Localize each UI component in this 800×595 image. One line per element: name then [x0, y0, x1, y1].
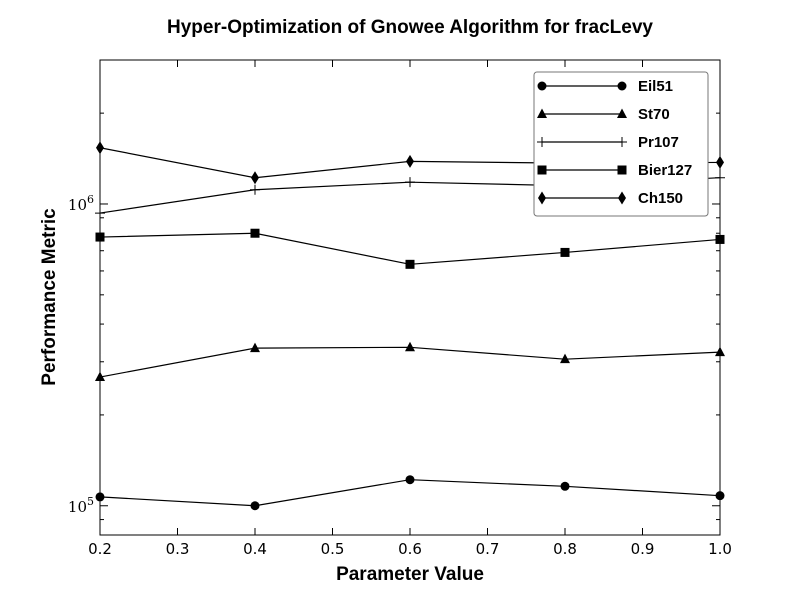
- data-point-pr107: [715, 172, 725, 183]
- x-tick-label: 0.3: [166, 540, 190, 558]
- data-point-eil51: [560, 481, 570, 491]
- data-point-ch150: [406, 154, 414, 168]
- data-point-ch150: [96, 141, 104, 155]
- data-point-st70: [560, 353, 570, 364]
- legend-entry-eil51: Eil51: [537, 78, 673, 95]
- legend-frame: [533, 71, 709, 217]
- legend-label-st70: St70: [638, 106, 670, 123]
- y-axis-label: Performance Metric: [39, 208, 60, 386]
- legend-marker-eil51: [617, 81, 627, 91]
- legend-marker-eil51: [537, 81, 547, 91]
- x-tick-label: 0.4: [243, 540, 267, 558]
- legend-entry-bier127: Bier127: [537, 162, 692, 179]
- data-point-bier127: [405, 259, 415, 269]
- legend-marker-pr107: [537, 137, 547, 147]
- data-point-bier127: [250, 228, 260, 238]
- legend: Eil51 St70 Pr107 Bier127 Ch150: [533, 71, 709, 217]
- legend-entry-st70: St70: [537, 106, 670, 123]
- data-point-st70: [405, 341, 415, 352]
- data-point-bier127: [95, 232, 105, 242]
- legend-entry-ch150: Ch150: [538, 190, 683, 207]
- x-tick-label: 0.7: [476, 540, 500, 558]
- x-tick-label: 1.0: [708, 540, 732, 558]
- data-point-eil51: [250, 501, 260, 511]
- data-point-bier127: [715, 234, 725, 244]
- legend-marker-st70: [617, 108, 627, 118]
- data-point-st70: [715, 346, 725, 357]
- data-point-bier127: [560, 247, 570, 257]
- x-tick-label: 0.2: [88, 540, 112, 558]
- legend-label-bier127: Bier127: [638, 162, 692, 179]
- x-tick-label: 0.9: [631, 540, 655, 558]
- legend-label-ch150: Ch150: [638, 190, 683, 207]
- x-axis-label: Parameter Value: [336, 564, 484, 585]
- data-point-eil51: [715, 491, 725, 501]
- series-bier127: [95, 228, 725, 269]
- data-point-ch150: [251, 171, 259, 185]
- legend-label-eil51: Eil51: [638, 78, 673, 95]
- data-point-st70: [250, 342, 260, 353]
- legend-marker-bier127: [617, 165, 627, 175]
- legend-marker-ch150: [618, 191, 626, 205]
- data-point-pr107: [250, 184, 260, 195]
- data-point-pr107: [95, 208, 105, 219]
- legend-marker-ch150: [538, 191, 546, 205]
- legend-marker-bier127: [537, 165, 547, 175]
- data-point-eil51: [95, 492, 105, 502]
- data-point-pr107: [405, 177, 415, 188]
- series-eil51: [95, 475, 725, 511]
- x-tick-label: 0.8: [553, 540, 577, 558]
- data-point-eil51: [405, 475, 415, 485]
- series-st70: [95, 341, 725, 382]
- x-tick-label: 0.5: [321, 540, 345, 558]
- x-tick-label: 0.6: [398, 540, 422, 558]
- data-point-ch150: [716, 155, 724, 169]
- legend-label-pr107: Pr107: [638, 134, 679, 151]
- chart-title: Hyper-Optimization of Gnowee Algorithm f…: [167, 17, 653, 38]
- legend-entry-pr107: Pr107: [537, 134, 679, 151]
- legend-marker-pr107: [617, 137, 627, 147]
- legend-marker-st70: [537, 108, 547, 118]
- data-point-st70: [95, 371, 105, 382]
